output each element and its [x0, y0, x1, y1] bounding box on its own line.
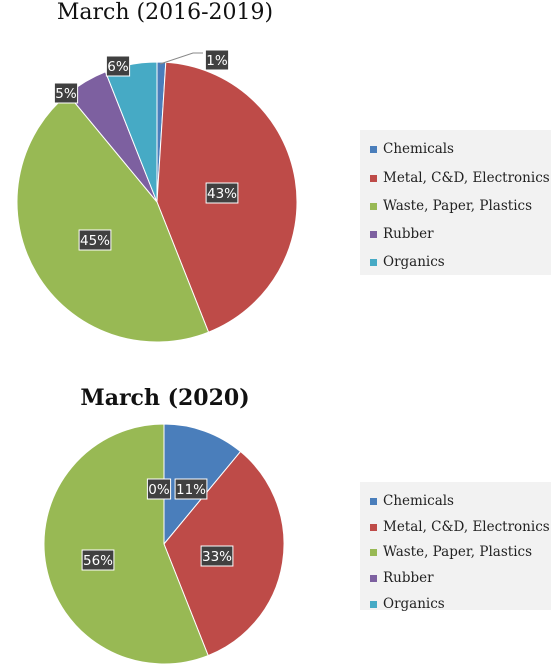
legend-item-chemicals: Chemicals: [370, 141, 454, 157]
legend: Chemicals Metal, C&D, Electronics Waste, P…: [360, 130, 551, 275]
data-label-rubber: 5%: [53, 82, 79, 104]
legend-label: Metal, C&D, Electronics: [383, 170, 550, 186]
svg-text:45%: 45%: [80, 233, 110, 249]
svg-text:33%: 33%: [202, 549, 232, 565]
svg-text:0%: 0%: [148, 482, 170, 498]
legend-swatch: [370, 523, 377, 531]
legend-label: Chemicals: [383, 141, 454, 157]
legend-item-organics: Organics: [370, 254, 445, 270]
svg-text:6%: 6%: [107, 59, 129, 75]
data-label-chemicals: 11%: [174, 478, 208, 500]
legend-item-rubber: Rubber: [370, 226, 434, 242]
legend-label: Waste, Paper, Plastics: [383, 544, 532, 560]
legend-swatch: [370, 258, 377, 266]
pie-chart-2020: March (2020) 11% 33% 56% 0% Chemicals Metal,…: [0, 380, 551, 666]
legend-item-organics: Organics: [370, 596, 445, 612]
legend-item-waste-paper-plastics: Waste, Paper, Plastics: [370, 198, 532, 214]
leader-line: [159, 52, 203, 65]
legend-item-metal-c-d-electronics: Metal, C&D, Electronics: [370, 170, 550, 186]
chart-title: March (2020): [80, 385, 250, 411]
legend-swatch: [370, 600, 377, 608]
data-label-chemicals: 1%: [204, 49, 230, 71]
legend-item-waste-paper-plastics: Waste, Paper, Plastics: [370, 544, 532, 560]
legend-label: Organics: [383, 254, 445, 270]
legend-item-rubber: Rubber: [370, 570, 434, 586]
legend-item-chemicals: Chemicals: [370, 493, 454, 509]
legend-label: Organics: [383, 596, 445, 612]
chart-title: March (2016-2019): [56, 0, 274, 25]
legend-swatch: [370, 230, 377, 238]
data-label-waste-paper-plastics: 56%: [81, 549, 115, 571]
legend-swatch: [370, 145, 377, 153]
legend-swatch: [370, 574, 377, 582]
slice-waste-paper-plastics: [16, 93, 210, 343]
data-label-waste-paper-plastics: 45%: [78, 229, 112, 251]
data-label-organics: 6%: [105, 55, 131, 77]
legend-label: Chemicals: [383, 493, 454, 509]
legend-item-metal-c-d-electronics: Metal, C&D, Electronics: [370, 519, 550, 535]
svg-text:11%: 11%: [176, 482, 206, 498]
slice-waste-paper-plastics: [43, 423, 209, 665]
svg-text:56%: 56%: [83, 553, 113, 569]
legend-label: Metal, C&D, Electronics: [383, 519, 550, 535]
slice-organics: [104, 61, 158, 203]
data-label-metal-c-d-electronics: 43%: [205, 182, 239, 204]
legend-swatch: [370, 497, 377, 505]
svg-text:1%: 1%: [206, 53, 228, 69]
legend-label: Rubber: [383, 226, 434, 242]
svg-text:43%: 43%: [207, 186, 237, 202]
legend-label: Waste, Paper, Plastics: [383, 198, 532, 214]
legend-swatch: [370, 202, 377, 210]
legend-swatch: [370, 174, 377, 182]
pie-chart-2016-2019: March (2016-2019) 1% 43% 45% 5% 6% Chemicals…: [16, 0, 551, 343]
pie-plot: 1% 43% 45% 5% 6%: [16, 49, 298, 343]
data-label-metal-c-d-electronics: 33%: [200, 545, 234, 567]
legend-label: Rubber: [383, 570, 434, 586]
data-label-rubber: 0%: [146, 478, 172, 500]
svg-text:5%: 5%: [55, 86, 77, 102]
legend-swatch: [370, 548, 377, 556]
legend: Chemicals Metal, C&D, Electronics Waste, P…: [360, 482, 551, 612]
pie-plot: 11% 33% 56% 0%: [43, 423, 285, 665]
